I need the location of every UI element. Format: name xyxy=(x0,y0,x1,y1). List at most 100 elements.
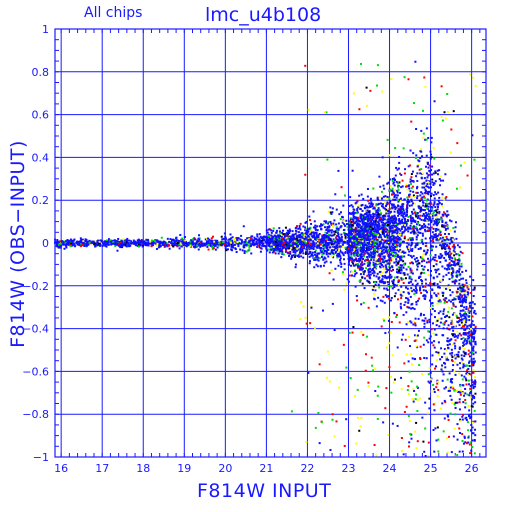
data-point xyxy=(377,220,380,223)
data-point xyxy=(442,310,445,313)
data-point xyxy=(320,228,323,231)
data-point xyxy=(375,210,378,213)
data-point xyxy=(332,256,335,259)
data-point xyxy=(169,238,172,241)
data-point xyxy=(270,229,273,232)
data-point xyxy=(334,251,337,254)
data-point xyxy=(461,318,464,321)
data-point xyxy=(211,245,214,248)
data-point xyxy=(327,210,330,213)
data-point xyxy=(327,236,330,239)
data-point xyxy=(422,280,425,283)
data-point xyxy=(431,214,434,217)
data-point xyxy=(467,353,470,356)
data-point xyxy=(200,240,203,243)
data-point xyxy=(461,384,464,387)
data-point xyxy=(120,242,123,245)
data-point xyxy=(429,239,432,242)
data-point xyxy=(405,213,408,216)
data-point xyxy=(293,233,296,236)
data-point xyxy=(430,205,433,208)
data-point xyxy=(316,229,319,232)
data-point xyxy=(268,240,271,243)
data-point xyxy=(450,252,453,255)
data-point xyxy=(343,238,346,241)
data-point xyxy=(262,239,265,242)
data-point xyxy=(374,289,377,292)
data-point xyxy=(440,317,443,320)
data-point xyxy=(259,235,262,238)
data-point xyxy=(428,261,431,264)
data-point xyxy=(292,235,295,238)
data-point xyxy=(415,175,418,178)
data-point xyxy=(276,249,279,252)
data-point xyxy=(369,267,372,270)
data-point xyxy=(258,240,261,243)
data-point xyxy=(411,185,414,188)
data-point xyxy=(398,250,401,253)
data-point xyxy=(447,271,450,274)
data-point xyxy=(391,238,394,241)
data-point xyxy=(376,246,379,249)
data-point xyxy=(346,250,349,253)
data-point xyxy=(172,243,175,246)
data-point xyxy=(297,234,300,237)
data-point xyxy=(448,258,451,261)
data-point xyxy=(428,337,431,340)
data-point xyxy=(447,238,450,241)
data-point xyxy=(248,238,251,241)
data-point xyxy=(426,192,429,195)
data-point xyxy=(285,236,288,239)
data-point xyxy=(291,238,294,241)
data-point xyxy=(438,299,441,302)
data-point xyxy=(245,244,248,247)
data-point xyxy=(374,232,377,235)
data-point xyxy=(346,239,349,242)
data-point xyxy=(396,276,399,279)
data-point xyxy=(430,202,433,205)
data-point xyxy=(440,356,443,359)
data-point xyxy=(359,273,362,276)
data-point xyxy=(472,295,475,298)
data-point xyxy=(340,233,343,236)
data-point xyxy=(397,205,400,208)
data-point xyxy=(266,241,269,244)
data-point xyxy=(451,343,454,346)
data-point xyxy=(410,219,413,222)
data-point xyxy=(438,218,441,221)
data-point xyxy=(405,208,408,211)
data-point xyxy=(382,226,385,229)
data-point xyxy=(430,296,433,299)
data-point xyxy=(455,237,458,240)
data-point xyxy=(469,310,472,313)
data-point xyxy=(216,246,219,249)
data-point xyxy=(373,258,376,261)
data-point xyxy=(421,196,424,199)
data-point xyxy=(124,243,127,246)
data-point xyxy=(346,242,349,245)
data-point xyxy=(216,241,219,244)
data-point xyxy=(441,254,444,257)
data-point xyxy=(340,238,343,241)
data-point xyxy=(458,290,461,293)
data-point xyxy=(409,182,412,185)
data-point xyxy=(458,254,461,257)
data-point xyxy=(393,222,396,225)
data-point xyxy=(320,240,323,243)
data-point xyxy=(430,247,433,250)
data-point xyxy=(452,325,455,328)
data-point xyxy=(387,220,390,223)
data-point xyxy=(358,230,361,233)
data-point xyxy=(419,157,422,160)
data-point xyxy=(364,252,367,255)
data-point xyxy=(284,246,287,249)
data-point xyxy=(405,224,408,227)
data-point xyxy=(366,247,369,250)
data-point xyxy=(414,324,417,327)
data-point xyxy=(410,173,413,176)
data-point xyxy=(444,386,447,389)
data-point xyxy=(312,226,315,229)
data-point xyxy=(406,273,409,276)
data-point xyxy=(384,204,387,207)
data-point xyxy=(470,423,473,426)
